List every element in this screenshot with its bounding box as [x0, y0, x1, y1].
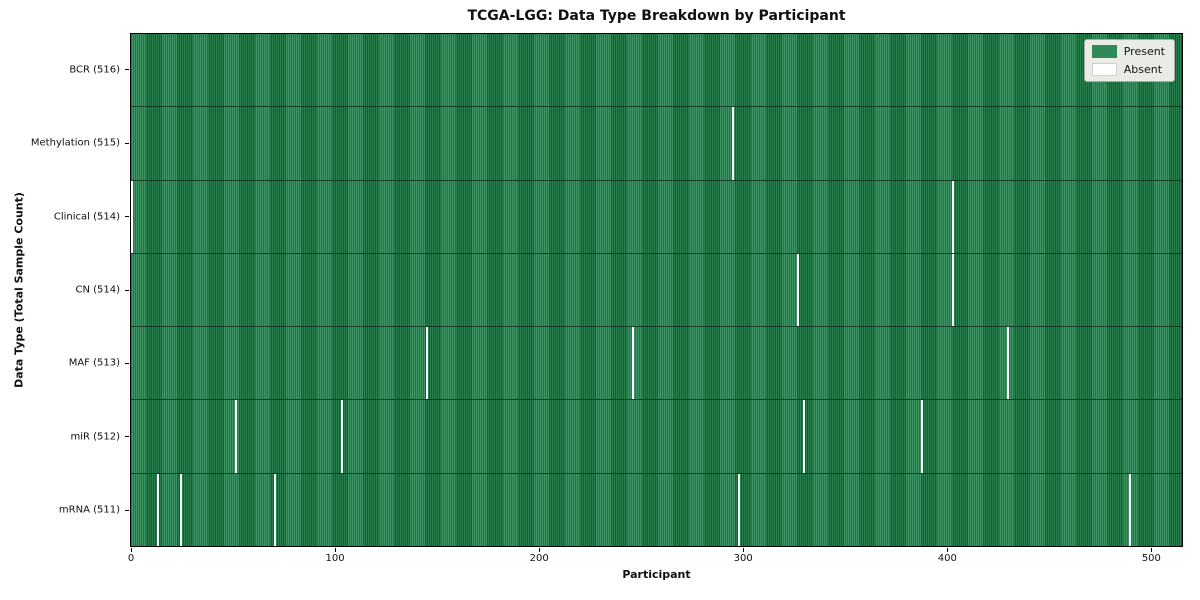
x-tick-label-0: 0	[127, 553, 135, 564]
absent-line-miR-51	[234, 400, 237, 473]
x-tick-label-400: 400	[937, 553, 957, 564]
absent-line-MAF-246	[632, 327, 635, 400]
row-band-mRNA	[131, 472, 1182, 546]
chart-title: TCGA-LGG: Data Type Breakdown by Partici…	[467, 8, 846, 24]
absent-line-MAF-145	[426, 327, 429, 400]
row-band-Methylation	[131, 106, 1182, 180]
row-band-MAF	[131, 326, 1182, 400]
absent-line-Methylation-295	[731, 107, 734, 180]
absent-line-mRNA-298	[737, 473, 740, 546]
row-band-Clinical	[131, 179, 1182, 253]
x-axis-title: Participant	[622, 568, 691, 581]
x-tick-label-200: 200	[529, 553, 549, 564]
x-tick-label-300: 300	[733, 553, 753, 564]
absent-line-CN-403	[951, 253, 954, 327]
y-tick-label-MAF: MAF (513)	[68, 357, 120, 369]
y-tick-label-BCR: BCR (516)	[69, 64, 120, 76]
x-tick-mark-0	[131, 548, 133, 552]
absent-line-Clinical-403	[951, 180, 954, 253]
y-tick-mark	[125, 69, 129, 71]
row-band-CN	[131, 252, 1182, 327]
legend-label-absent: Absent	[1123, 63, 1163, 76]
x-tick-label-500: 500	[1141, 553, 1161, 564]
absent-line-mRNA-490	[1129, 473, 1132, 546]
absent-line-mRNA-24	[179, 473, 182, 546]
y-tick-label-Methylation: Methylation (515)	[30, 137, 120, 149]
y-tick-mark	[125, 509, 129, 511]
row-band-BCR	[131, 34, 1182, 107]
absent-line-mRNA-13	[157, 473, 160, 546]
x-tick-label-100: 100	[325, 553, 345, 564]
y-tick-mark	[125, 436, 129, 438]
y-tick-mark	[125, 289, 129, 291]
absent-swatch-icon	[1091, 63, 1117, 76]
absent-line-CN-327	[797, 253, 800, 327]
y-tick-mark	[125, 142, 129, 144]
absent-line-Clinical-0	[131, 180, 134, 253]
present-swatch-icon	[1091, 45, 1117, 58]
y-tick-mark	[125, 216, 129, 218]
legend: Present Absent	[1083, 39, 1175, 82]
x-tick-mark-200	[539, 548, 541, 552]
legend-item-absent: Absent	[1091, 63, 1165, 76]
y-tick-label-miR: miR (512)	[70, 431, 120, 443]
x-tick-mark-100	[335, 548, 337, 552]
x-tick-mark-300	[743, 548, 745, 552]
y-tick-label-CN: CN (514)	[75, 284, 120, 296]
heatmap-rows	[131, 34, 1182, 546]
plot-area: Present Absent	[130, 33, 1183, 547]
absent-line-mRNA-70	[273, 473, 276, 546]
absent-line-miR-103	[340, 400, 343, 473]
y-tick-mark	[125, 362, 129, 364]
legend-label-present: Present	[1123, 45, 1165, 58]
y-axis-title: Data Type (Total Sample Count)	[12, 192, 26, 388]
absent-line-MAF-430	[1006, 327, 1009, 400]
x-tick-mark-500	[1151, 548, 1153, 552]
y-tick-label-mRNA: mRNA (511)	[58, 504, 120, 516]
legend-item-present: Present	[1091, 45, 1165, 58]
absent-line-miR-330	[803, 400, 806, 473]
row-band-miR	[131, 399, 1182, 473]
absent-line-miR-388	[921, 400, 924, 473]
y-tick-label-Clinical: Clinical (514)	[53, 211, 120, 223]
x-tick-mark-400	[947, 548, 949, 552]
